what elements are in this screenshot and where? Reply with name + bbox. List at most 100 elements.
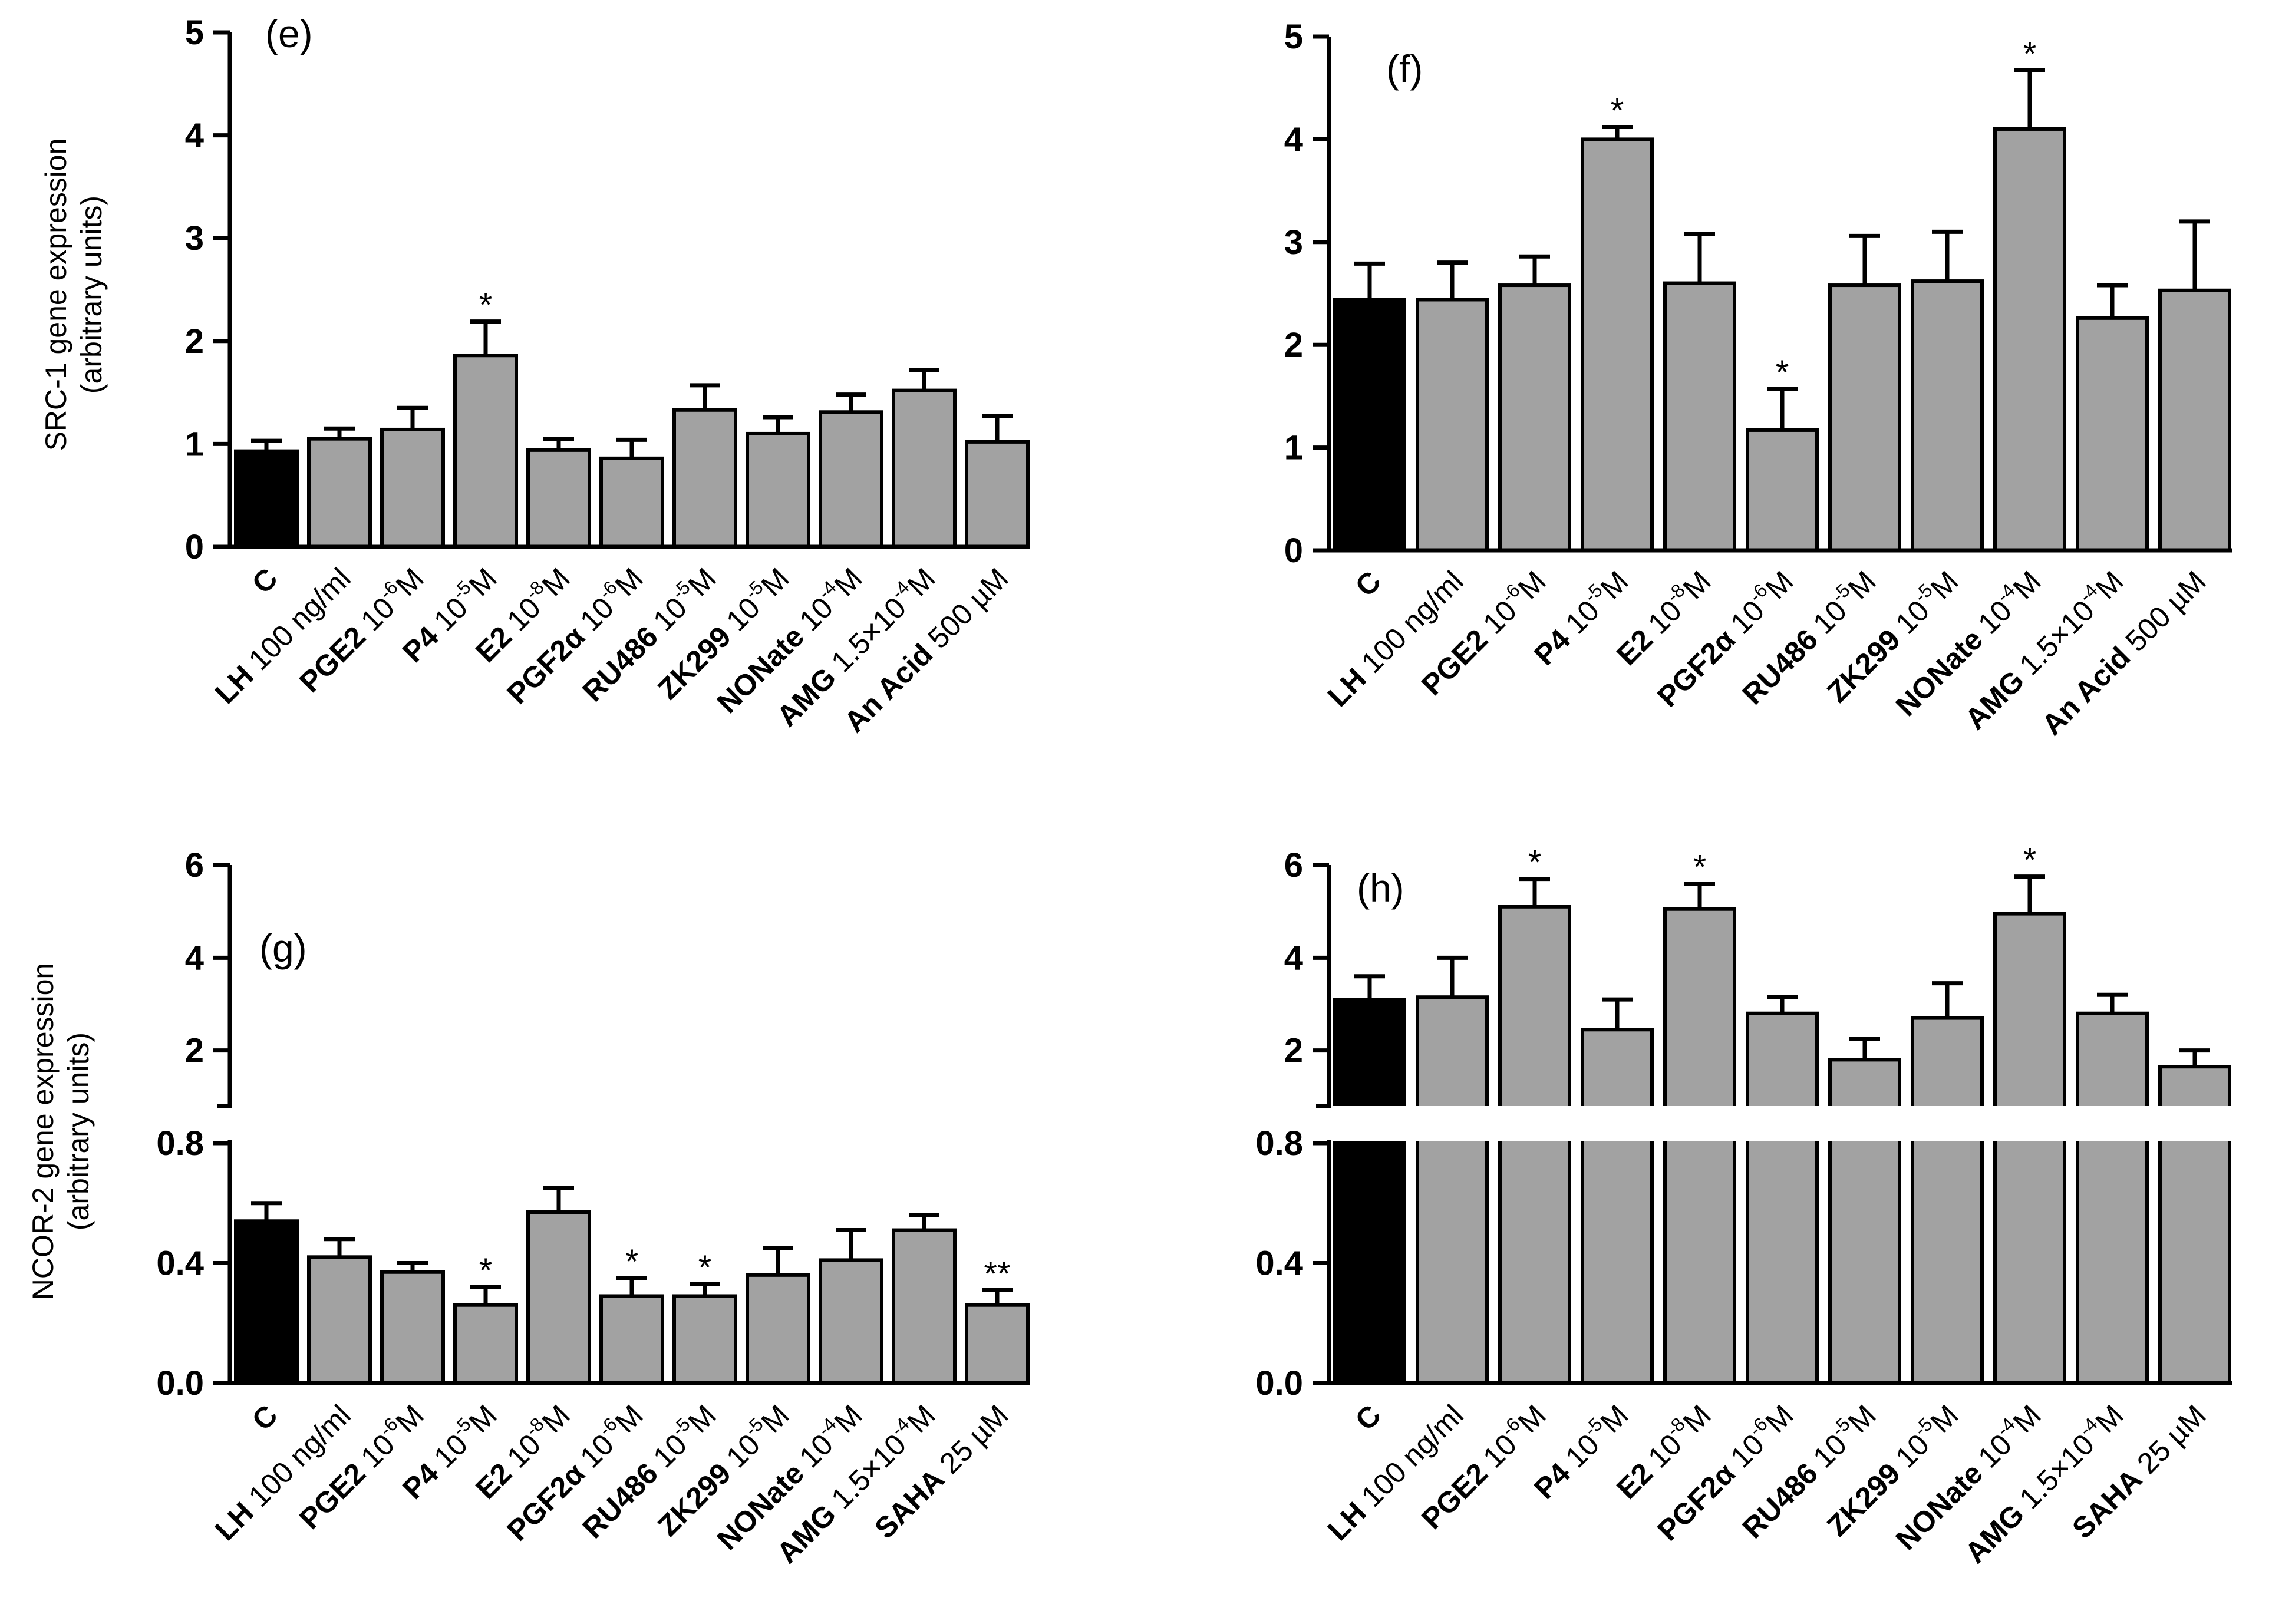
significance-marker: * xyxy=(1528,844,1542,882)
y-tick-label: 3 xyxy=(185,219,204,258)
bar-pgf2-10-6m xyxy=(1746,428,1819,553)
significance-marker: * xyxy=(1693,848,1707,886)
bar-nonate-10-4m xyxy=(819,1258,883,1385)
y-tick-label: 2 xyxy=(1284,326,1303,364)
error-bar-c xyxy=(251,1201,282,1222)
y-tick-label: 1 xyxy=(1284,429,1303,467)
bar-pgf2-10-6m xyxy=(599,1294,664,1385)
y-tick-label: 0.8 xyxy=(1255,1124,1303,1163)
error-bar-zk299-10-5m xyxy=(1932,981,1963,1018)
error-bar-ru486-10-5m xyxy=(690,1282,720,1296)
panel-g-ncor2-granulosa: (g) NCOR-2 gene expression (arbitrary unit… xyxy=(27,846,1033,1570)
bar-e2-10-8m xyxy=(526,448,591,549)
y-tick-label: 2 xyxy=(185,322,204,361)
category-label-p4-10-5m: P4 10-5M xyxy=(1525,1396,1635,1506)
bar-p4-10-5m xyxy=(1581,1028,1654,1385)
error-bar-p4-10-5m xyxy=(470,319,501,356)
y-axis-title: SRC-1 gene expression xyxy=(39,138,72,451)
category-label-c: C xyxy=(246,1398,284,1437)
bar-pge2-10-6m xyxy=(380,1270,445,1385)
y-tick-label: 4 xyxy=(1284,120,1303,159)
y-tick-label: 4 xyxy=(185,939,204,977)
bar-nonate-10-4m xyxy=(1993,912,2066,1385)
bar-c xyxy=(1333,298,1406,552)
y-tick-label: 0 xyxy=(1284,532,1303,570)
y-tick-label: 1 xyxy=(185,425,204,463)
bar-e2-10-8m xyxy=(1663,907,1736,1385)
bar-c xyxy=(234,449,299,549)
bar-nonate-10-4m xyxy=(819,410,883,549)
bar-e2-10-8m xyxy=(526,1210,591,1385)
bar-c xyxy=(1333,998,1406,1385)
bar-nonate-10-4m xyxy=(1993,127,2066,552)
bar-p4-10-5m xyxy=(1581,137,1654,552)
error-bar-pge2-10-6m xyxy=(1519,254,1550,286)
error-bar-nonate-10-4m xyxy=(836,1228,866,1260)
error-bar-ru486-10-5m xyxy=(1849,1037,1880,1060)
y-tick-label: 0.0 xyxy=(1255,1364,1303,1402)
error-bar-e2-10-8m xyxy=(543,1186,574,1213)
significance-marker: * xyxy=(1611,91,1624,130)
bar-zk299-10-5m xyxy=(1911,279,1984,552)
y-tick-label: 4 xyxy=(1284,939,1303,977)
error-bar-nonate-10-4m xyxy=(2014,874,2045,914)
bar-saha-25-m xyxy=(965,1303,1030,1385)
bar-pge2-10-6m xyxy=(380,427,445,549)
error-bar-an-acid-500-m xyxy=(982,414,1013,442)
significance-marker: * xyxy=(2023,841,2037,880)
panel-label: (g) xyxy=(259,926,307,970)
panel-label: (e) xyxy=(265,12,313,55)
error-bar-lh-100-ng-ml xyxy=(324,426,355,439)
y-tick-label: 0.8 xyxy=(156,1124,204,1163)
bar-amg-1-5-10-4m xyxy=(2076,316,2149,553)
error-bar-c xyxy=(1354,261,1385,300)
bar-e2-10-8m xyxy=(1663,281,1736,552)
bar-ru486-10-5m xyxy=(672,1294,737,1385)
error-bar-e2-10-8m xyxy=(543,437,574,450)
bar-pgf2-10-6m xyxy=(1746,1011,1819,1385)
error-bar-amg-1-5-10-4m xyxy=(909,368,939,391)
bar-p4-10-5m xyxy=(453,1303,518,1385)
bar-p4-10-5m xyxy=(453,354,518,549)
y-tick-label: 0.4 xyxy=(156,1245,204,1283)
bar-zk299-10-5m xyxy=(1911,1016,1984,1385)
error-bar-c xyxy=(251,438,282,451)
error-bar-p4-10-5m xyxy=(470,1285,501,1305)
error-bar-pge2-10-6m xyxy=(397,405,428,430)
bar-an-acid-500-m xyxy=(2158,288,2231,552)
significance-marker: * xyxy=(698,1249,712,1287)
significance-marker: ** xyxy=(984,1255,1010,1293)
category-label-c: C xyxy=(1349,565,1387,603)
y-tick-label: 3 xyxy=(1284,223,1303,262)
y-tick-label: 2 xyxy=(185,1032,204,1070)
bar-zk299-10-5m xyxy=(746,1273,810,1385)
error-bar-an-acid-500-m xyxy=(2179,219,2210,291)
bar-lh-100-ng-ml xyxy=(1416,995,1489,1385)
y-tick-label: 6 xyxy=(185,846,204,884)
error-bar-amg-1-5-10-4m xyxy=(2097,992,2128,1014)
category-label-c: C xyxy=(1349,1398,1387,1437)
axis-break-gap xyxy=(233,1106,1033,1141)
bar-pgf2-10-6m xyxy=(599,456,664,549)
y-axis-title: NCOR-2 gene expression xyxy=(27,963,60,1300)
y-tick-label: 0.4 xyxy=(1255,1245,1303,1283)
y-tick-label: 4 xyxy=(185,117,204,155)
error-bar-zk299-10-5m xyxy=(763,415,793,434)
y-axis-title: (arbitrary units) xyxy=(62,1032,95,1230)
error-bar-ru486-10-5m xyxy=(690,383,720,410)
bar-ru486-10-5m xyxy=(672,408,737,549)
bar-zk299-10-5m xyxy=(746,431,810,549)
bar-lh-100-ng-ml xyxy=(307,437,372,549)
error-bar-lh-100-ng-ml xyxy=(1437,260,1468,300)
bar-lh-100-ng-ml xyxy=(1416,298,1489,552)
bar-amg-1-5-10-4m xyxy=(892,388,957,549)
y-tick-label: 5 xyxy=(1284,18,1303,56)
error-bar-pge2-10-6m xyxy=(397,1261,428,1272)
error-bar-e2-10-8m xyxy=(1684,881,1715,909)
error-bar-lh-100-ng-ml xyxy=(324,1237,355,1257)
error-bar-pgf2-10-6m xyxy=(1767,387,1798,430)
error-bar-ru486-10-5m xyxy=(1849,233,1880,286)
